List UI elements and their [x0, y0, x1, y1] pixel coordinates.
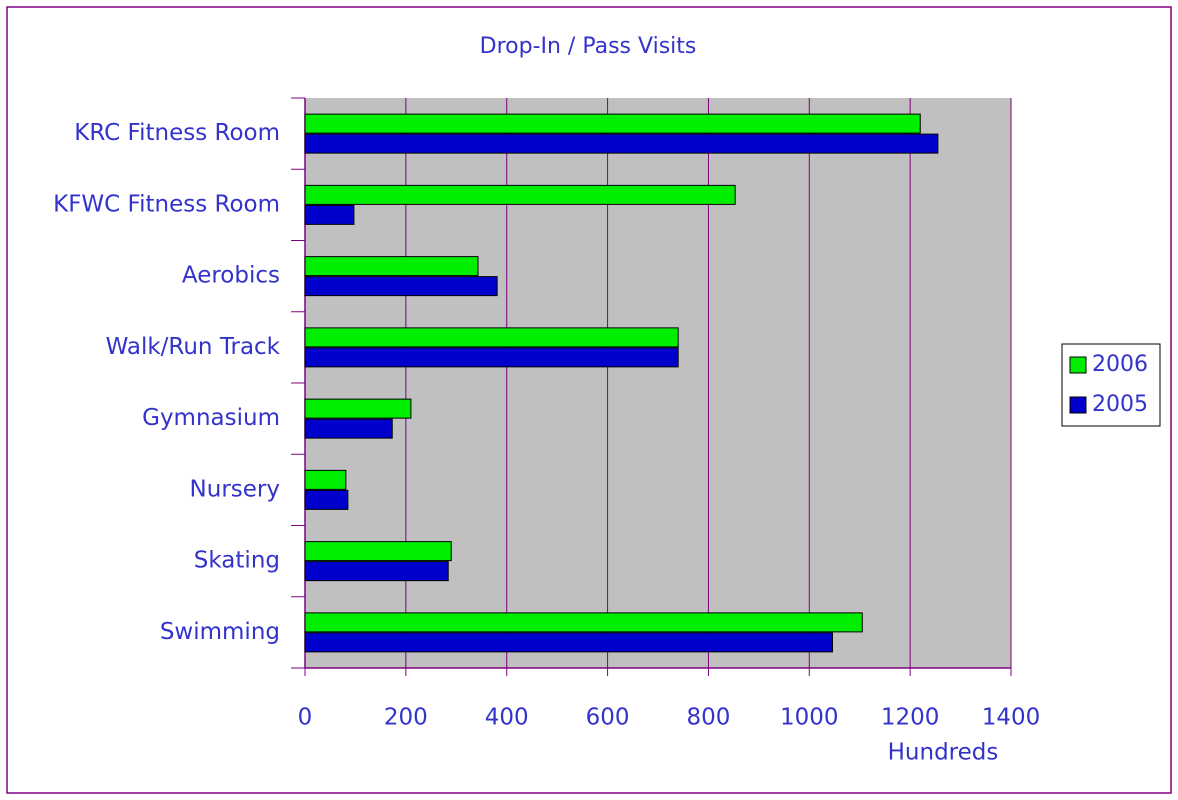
- bar: [304, 276, 498, 297]
- y-tick-label: KRC Fitness Room: [74, 120, 280, 146]
- y-tick-label: KFWC Fitness Room: [53, 191, 280, 217]
- x-tick-label: 1400: [982, 705, 1041, 731]
- bar: [304, 184, 736, 205]
- bar: [304, 398, 412, 419]
- legend-swatch: [1069, 396, 1087, 414]
- y-tick-label: Swimming: [160, 619, 280, 645]
- legend-label: 2006: [1092, 352, 1148, 377]
- x-tick-label: 1200: [881, 705, 940, 731]
- bar: [304, 204, 355, 225]
- x-axis-label: Hundreds: [888, 740, 999, 766]
- x-tick-label: 600: [586, 705, 630, 731]
- y-tick-label: Walk/Run Track: [106, 334, 281, 360]
- chart-title: Drop-In / Pass Visits: [480, 34, 697, 59]
- y-tick-label: Gymnasium: [142, 405, 280, 431]
- legend-swatch: [1069, 356, 1087, 374]
- bar: [304, 561, 449, 582]
- plot-area: [305, 98, 1011, 668]
- y-tick-label: Nursery: [190, 476, 280, 502]
- bar: [304, 133, 939, 154]
- legend-label: 2005: [1092, 392, 1148, 417]
- bar: [304, 612, 863, 633]
- bar: [304, 541, 452, 562]
- bar: [304, 489, 349, 510]
- y-tick-label: Aerobics: [182, 263, 280, 289]
- x-tick-label: 400: [485, 705, 529, 731]
- bar: [304, 347, 679, 368]
- bar: [304, 256, 479, 277]
- x-tick-label: 200: [384, 705, 428, 731]
- bar: [304, 469, 347, 490]
- y-tick-label: Skating: [194, 548, 280, 574]
- x-tick-label: 0: [298, 705, 313, 731]
- x-tick-label: 800: [686, 705, 730, 731]
- bar: [304, 327, 679, 348]
- bar: [304, 418, 393, 439]
- bar: [304, 113, 921, 134]
- x-tick-label: 1000: [780, 705, 839, 731]
- bar: [304, 632, 833, 653]
